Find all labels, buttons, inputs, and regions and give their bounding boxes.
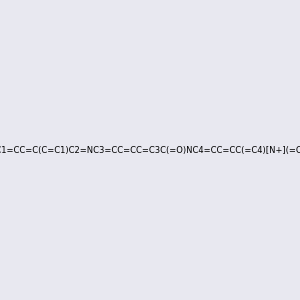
Text: CCOC1=CC=C(C=C1)C2=NC3=CC=CC=C3C(=O)NC4=CC=CC(=C4)[N+](=O)[O-]: CCOC1=CC=C(C=C1)C2=NC3=CC=CC=C3C(=O)NC4=… [0,146,300,154]
